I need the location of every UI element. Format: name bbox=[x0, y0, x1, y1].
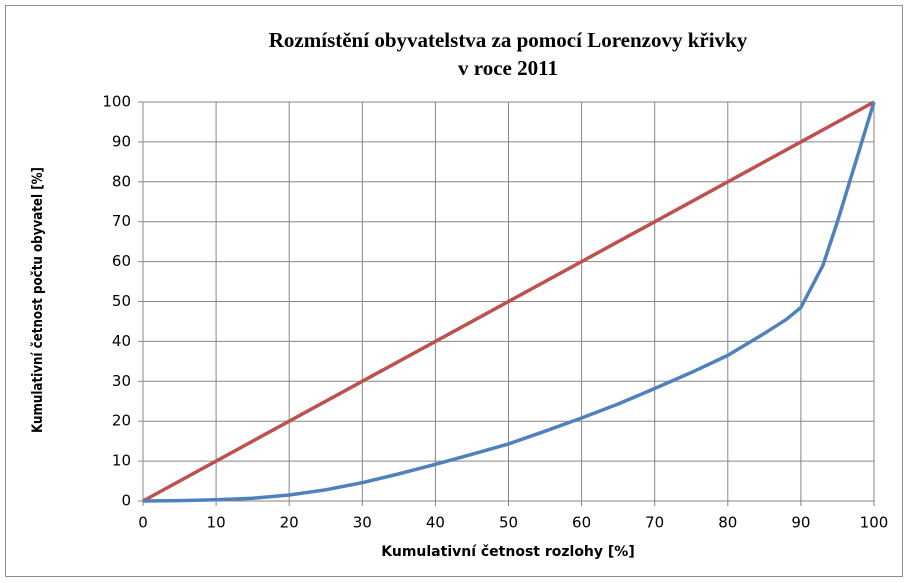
y-tick-label: 100 bbox=[102, 93, 131, 111]
y-tick-label: 60 bbox=[112, 252, 131, 270]
x-tick-label: 30 bbox=[353, 514, 372, 532]
x-tick-label: 100 bbox=[860, 514, 889, 532]
y-tick-label: 30 bbox=[112, 372, 131, 390]
x-tick-label: 0 bbox=[138, 514, 148, 532]
y-tick-label: 10 bbox=[112, 452, 131, 470]
y-tick-label: 0 bbox=[121, 492, 131, 510]
chart-title: Rozmístění obyvatelstva za pomocí Lorenz… bbox=[269, 28, 748, 52]
y-tick-label: 90 bbox=[112, 132, 131, 150]
x-tick-label: 10 bbox=[207, 514, 226, 532]
x-tick-label: 20 bbox=[280, 514, 299, 532]
x-tick-label: 80 bbox=[718, 514, 737, 532]
y-tick-label: 80 bbox=[112, 172, 131, 190]
y-axis-label: Kumulativní četnost počtu obyvatel [%] bbox=[30, 167, 46, 433]
x-tick-label: 90 bbox=[791, 514, 810, 532]
y-tick-label: 50 bbox=[112, 292, 131, 310]
y-tick-label: 20 bbox=[112, 412, 131, 430]
x-tick-label: 60 bbox=[572, 514, 591, 532]
x-tick-label: 70 bbox=[645, 514, 664, 532]
series-line bbox=[142, 101, 876, 503]
chart-title: v roce 2011 bbox=[458, 56, 558, 80]
x-axis-label: Kumulativní četnost rozlohy [%] bbox=[381, 544, 634, 560]
plot-border bbox=[142, 101, 875, 502]
x-tick-label: 50 bbox=[499, 514, 518, 532]
chart-frame bbox=[5, 5, 903, 577]
y-tick-label: 40 bbox=[112, 332, 131, 350]
x-tick-label: 40 bbox=[426, 514, 445, 532]
y-tick-label: 70 bbox=[112, 212, 131, 230]
series-line bbox=[142, 100, 875, 503]
